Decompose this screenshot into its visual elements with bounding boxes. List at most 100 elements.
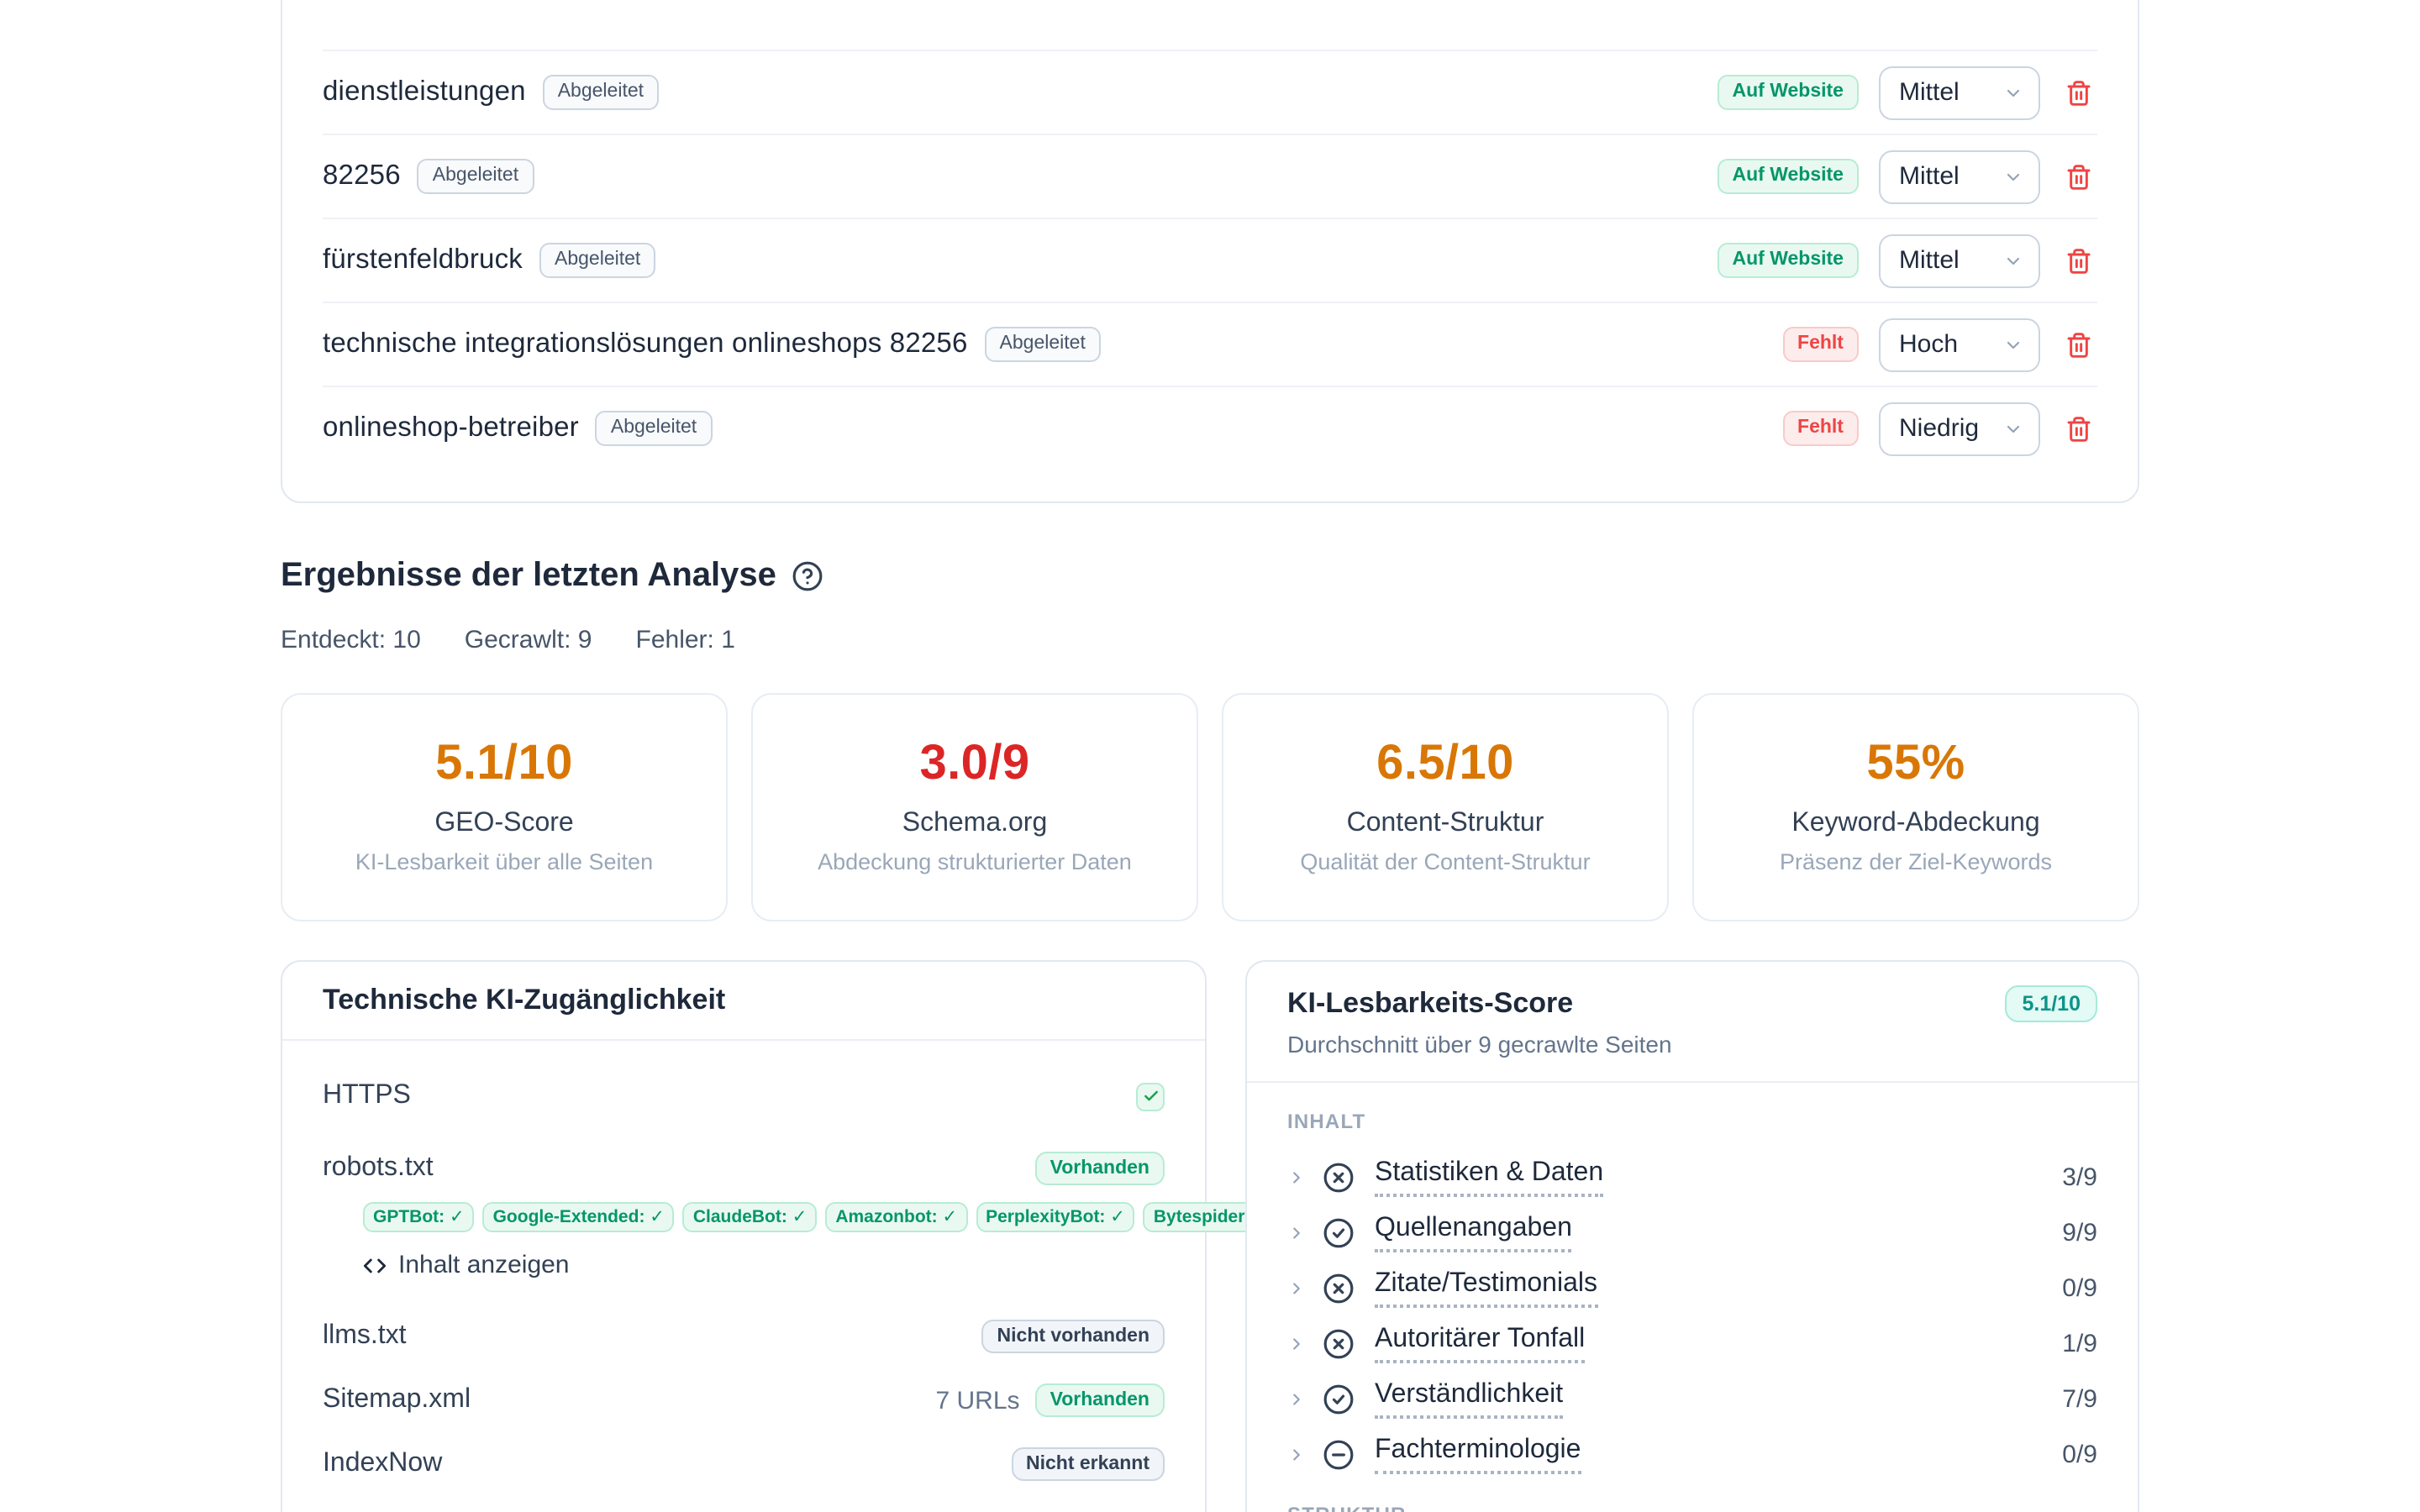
readability-item-label: Autoritärer Tonfall — [1375, 1323, 1586, 1363]
code-icon — [363, 1257, 387, 1273]
chevron-right-icon — [1293, 1282, 1300, 1294]
show-robots-content-button[interactable]: Inhalt anzeigen — [323, 1251, 570, 1279]
keyword-text: dienstleistungen — [323, 76, 526, 107]
readability-score-badge: 5.1/10 — [2005, 985, 2097, 1022]
derived-badge: Abgeleitet — [595, 411, 713, 446]
delete-keyword-button[interactable] — [2060, 326, 2097, 363]
sitemap-label: Sitemap.xml — [323, 1385, 471, 1414]
keyword-row: dienstleistungen Abgeleitet Auf Website … — [323, 50, 2097, 134]
circle-x-icon — [1323, 1328, 1354, 1358]
derived-badge: Abgeleitet — [539, 243, 656, 278]
llms-status-badge: Nicht vorhanden — [981, 1320, 1165, 1353]
score-card-geo: 5.1/10 GEO-Score KI-Lesbarkeit über alle… — [281, 693, 728, 921]
chevron-right-icon — [1293, 1171, 1300, 1183]
score-card-content-structure: 6.5/10 Content-Struktur Qualität der Con… — [1222, 693, 1669, 921]
chevron-down-icon — [2007, 256, 2020, 265]
llms-label: llms.txt — [323, 1321, 407, 1350]
score-value: 6.5/10 — [1376, 737, 1514, 790]
priority-select[interactable]: Mittel — [1879, 150, 2040, 203]
trash-icon — [2067, 416, 2091, 441]
chevron-right-icon — [1293, 1393, 1300, 1404]
check-chip — [1136, 1082, 1165, 1110]
chevron-right-icon — [1293, 1226, 1300, 1238]
score-sublabel: KI-Lesbarkeit über alle Seiten — [355, 849, 654, 874]
stat-discovered: Entdeckt: 10 — [281, 626, 421, 654]
sitemap-status-badge: Vorhanden — [1034, 1383, 1165, 1417]
derived-badge: Abgeleitet — [984, 327, 1101, 362]
score-cards: 5.1/10 GEO-Score KI-Lesbarkeit über alle… — [281, 693, 2139, 921]
readability-item-score: 7/9 — [2062, 1384, 2097, 1413]
trash-icon — [2067, 332, 2091, 357]
readability-item-score: 0/9 — [2062, 1273, 2097, 1302]
delete-keyword-button[interactable] — [2060, 410, 2097, 447]
indexnow-status-badge: Nicht erkannt — [1011, 1447, 1165, 1481]
readability-item-label: Quellenangaben — [1375, 1212, 1572, 1252]
status-badge: Fehlt — [1782, 410, 1859, 447]
readability-card-subtitle: Durchschnitt über 9 gecrawlte Seiten — [1287, 1031, 1672, 1058]
sitemap-url-count: 7 URLs — [935, 1386, 1020, 1415]
circle-x-icon — [1323, 1273, 1354, 1303]
priority-select[interactable]: Mittel — [1879, 234, 2040, 287]
readability-item-verstaendlichkeit[interactable]: Verständlichkeit 7/9 — [1287, 1380, 2097, 1419]
technical-accessibility-card: Technische KI-Zugänglichkeit HTTPS robot… — [281, 960, 1281, 1512]
score-label: Schema.org — [902, 809, 1048, 837]
readability-item-zitate[interactable]: Zitate/Testimonials 0/9 — [1287, 1269, 2097, 1308]
readability-item-score: 3/9 — [2062, 1163, 2097, 1191]
chevron-down-icon — [2007, 172, 2020, 181]
https-row: HTTPS — [323, 1078, 1165, 1115]
score-label: Keyword-Abdeckung — [1791, 809, 2040, 837]
keyword-text: 82256 — [323, 160, 401, 191]
bot-badge-gptbot: GPTBot: ✓ — [363, 1202, 475, 1232]
score-card-keyword-coverage: 55% Keyword-Abdeckung Präsenz der Ziel-K… — [1692, 693, 2139, 921]
keyword-row: fürstenfeldbruck Abgeleitet Auf Website … — [323, 218, 2097, 302]
score-sublabel: Qualität der Content-Struktur — [1300, 849, 1591, 874]
robots-row: robots.txt Vorhanden — [323, 1150, 1165, 1187]
bot-badge-perplexitybot: PerplexityBot: ✓ — [976, 1202, 1135, 1232]
stat-errors: Fehler: 1 — [635, 626, 735, 654]
circle-x-icon — [1323, 1162, 1354, 1192]
section-label-inhalt: INHALT — [1287, 1110, 1366, 1133]
circle-check-icon — [1323, 1383, 1354, 1414]
technical-card-title: Technische KI-Zugänglichkeit — [323, 984, 726, 1016]
readability-item-label: Statistiken & Daten — [1375, 1157, 1604, 1197]
status-badge: Fehlt — [1782, 326, 1859, 363]
readability-item-score: 1/9 — [2062, 1329, 2097, 1357]
stat-crawled: Gecrawlt: 9 — [464, 626, 592, 654]
results-section-title: Ergebnisse der letzten Analyse — [281, 557, 776, 594]
delete-keyword-button[interactable] — [2060, 242, 2097, 279]
keywords-card: dienstleistungen Abgeleitet Auf Website … — [281, 0, 2139, 503]
indexnow-row: IndexNow Nicht erkannt — [323, 1446, 1165, 1483]
chevron-right-icon — [1293, 1448, 1300, 1460]
readability-item-fachterminologie[interactable]: Chunking Fachterminologie 0/9 — [1287, 1434, 2097, 1474]
section-label-struktur: STRUKTUR — [1287, 1503, 2097, 1512]
circle-check-icon — [1323, 1217, 1354, 1247]
chevron-down-icon — [2007, 424, 2020, 433]
status-badge: Auf Website — [1717, 158, 1859, 195]
help-icon[interactable] — [792, 559, 823, 591]
chevron-right-icon — [1293, 1337, 1300, 1349]
score-value: 5.1/10 — [435, 737, 573, 790]
bot-badge-claudebot: ClaudeBot: ✓ — [682, 1202, 818, 1232]
bot-badge-google-extended: Google-Extended: ✓ — [482, 1202, 675, 1232]
https-label: HTTPS — [323, 1081, 411, 1110]
priority-select[interactable]: Hoch — [1879, 318, 2040, 371]
priority-select[interactable]: Mittel — [1879, 66, 2040, 119]
score-card-schema: 3.0/9 Schema.org Abdeckung strukturierte… — [751, 693, 1198, 921]
keyword-text: fürstenfeldbruck — [323, 244, 523, 275]
readability-item-label: Fachterminologie — [1375, 1434, 1581, 1474]
readability-item-quellenangaben[interactable]: Quellenangaben 9/9 — [1287, 1212, 2097, 1252]
readability-item-score: 0/9 — [2062, 1440, 2097, 1468]
readability-score-card: KI-Lesbarkeits-Score 5.1/10 Durchschnitt… — [1245, 960, 2139, 1512]
delete-keyword-button[interactable] — [2060, 74, 2097, 111]
derived-badge: Abgeleitet — [542, 75, 660, 110]
circle-minus-icon — [1323, 1439, 1354, 1469]
delete-keyword-button[interactable] — [2060, 158, 2097, 195]
readability-item-statistiken[interactable]: Statistiken & Daten 3/9 — [1287, 1157, 2097, 1197]
llms-row: llms.txt Nicht vorhanden — [323, 1318, 1165, 1355]
sitemap-row: Sitemap.xml 7 URLs Vorhanden — [323, 1382, 1165, 1419]
readability-item-score: 9/9 — [2062, 1218, 2097, 1247]
score-value: 55% — [1866, 737, 1965, 790]
readability-item-tonfall[interactable]: Autoritärer Tonfall 1/9 — [1287, 1323, 2097, 1363]
priority-select[interactable]: Niedrig — [1879, 402, 2040, 455]
score-sublabel: Abdeckung strukturierter Daten — [818, 849, 1132, 874]
